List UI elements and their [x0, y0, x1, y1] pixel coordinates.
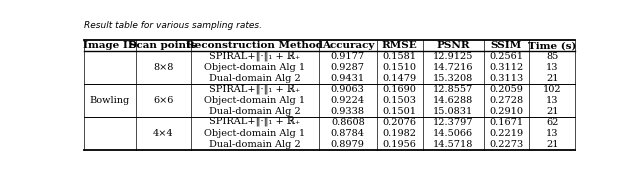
- Text: 0.1956: 0.1956: [383, 140, 417, 149]
- Text: 8×8: 8×8: [153, 63, 173, 72]
- Text: PSNR: PSNR: [436, 41, 470, 50]
- Text: Object-domain Alg 1: Object-domain Alg 1: [204, 129, 305, 138]
- Text: SSIM: SSIM: [491, 41, 522, 50]
- Text: Dual-domain Alg 2: Dual-domain Alg 2: [209, 140, 301, 149]
- Text: 0.2219: 0.2219: [490, 129, 524, 138]
- Text: 0.3113: 0.3113: [489, 74, 524, 83]
- Text: 0.2728: 0.2728: [490, 96, 524, 105]
- Text: 15.3208: 15.3208: [433, 74, 473, 83]
- Text: 21: 21: [546, 107, 558, 116]
- Text: 0.9431: 0.9431: [331, 74, 365, 83]
- Text: 14.5066: 14.5066: [433, 129, 473, 138]
- Text: 0.1581: 0.1581: [383, 52, 417, 61]
- Text: 0.8608: 0.8608: [331, 118, 365, 127]
- Text: 14.5718: 14.5718: [433, 140, 473, 149]
- Text: Object-domain Alg 1: Object-domain Alg 1: [204, 63, 305, 72]
- Text: Time (s): Time (s): [528, 41, 577, 50]
- Text: Accuracy: Accuracy: [322, 41, 374, 50]
- Text: 14.6288: 14.6288: [433, 96, 473, 105]
- Text: Scan points: Scan points: [129, 41, 197, 50]
- Text: SPIRAL+‖·‖₁ + ℝ₊: SPIRAL+‖·‖₁ + ℝ₊: [209, 84, 300, 95]
- Text: 102: 102: [543, 85, 561, 94]
- Text: 0.9063: 0.9063: [331, 85, 365, 94]
- Text: 0.1510: 0.1510: [383, 63, 417, 72]
- Text: 6×6: 6×6: [153, 96, 173, 105]
- Text: 0.1503: 0.1503: [383, 96, 417, 105]
- Text: 0.1479: 0.1479: [383, 74, 417, 83]
- Text: 12.3797: 12.3797: [433, 118, 473, 127]
- Text: SPIRAL+‖·‖₁ + ℝ₊: SPIRAL+‖·‖₁ + ℝ₊: [209, 117, 300, 127]
- Text: RMSE: RMSE: [382, 41, 417, 50]
- Text: 0.9177: 0.9177: [331, 52, 365, 61]
- Text: 15.0831: 15.0831: [433, 107, 473, 116]
- Text: Dual-domain Alg 2: Dual-domain Alg 2: [209, 107, 301, 116]
- Text: 0.9287: 0.9287: [331, 63, 365, 72]
- Text: 21: 21: [546, 74, 558, 83]
- Text: 21: 21: [546, 140, 558, 149]
- Text: 0.2273: 0.2273: [489, 140, 524, 149]
- Text: 0.2076: 0.2076: [383, 118, 417, 127]
- Text: 0.9338: 0.9338: [331, 107, 365, 116]
- Text: Image ID: Image ID: [83, 41, 137, 50]
- Text: 0.1501: 0.1501: [383, 107, 417, 116]
- Text: 12.9125: 12.9125: [433, 52, 473, 61]
- Text: 85: 85: [546, 52, 558, 61]
- Text: 13: 13: [546, 63, 558, 72]
- Text: 13: 13: [546, 96, 558, 105]
- Text: Object-domain Alg 1: Object-domain Alg 1: [204, 96, 305, 105]
- Text: 0.3112: 0.3112: [489, 63, 524, 72]
- Text: 12.8557: 12.8557: [433, 85, 473, 94]
- Text: 0.8784: 0.8784: [331, 129, 365, 138]
- Text: 13: 13: [546, 129, 558, 138]
- Text: 62: 62: [546, 118, 558, 127]
- Text: Result table for various sampling rates.: Result table for various sampling rates.: [84, 21, 262, 30]
- Text: 14.7216: 14.7216: [433, 63, 473, 72]
- Text: 0.2561: 0.2561: [490, 52, 524, 61]
- Text: 0.2059: 0.2059: [490, 85, 524, 94]
- Text: 0.9224: 0.9224: [331, 96, 365, 105]
- Text: Bowling: Bowling: [90, 96, 130, 105]
- Text: 0.2910: 0.2910: [490, 107, 524, 116]
- Text: SPIRAL+‖·‖₁ + ℝ₊: SPIRAL+‖·‖₁ + ℝ₊: [209, 51, 300, 62]
- Text: 0.1671: 0.1671: [490, 118, 524, 127]
- Text: 0.1690: 0.1690: [383, 85, 417, 94]
- Text: 0.8979: 0.8979: [331, 140, 365, 149]
- Text: 4×4: 4×4: [153, 129, 173, 138]
- Text: 0.1982: 0.1982: [383, 129, 417, 138]
- Text: Dual-domain Alg 2: Dual-domain Alg 2: [209, 74, 301, 83]
- Text: Reconstruction Method: Reconstruction Method: [186, 41, 323, 50]
